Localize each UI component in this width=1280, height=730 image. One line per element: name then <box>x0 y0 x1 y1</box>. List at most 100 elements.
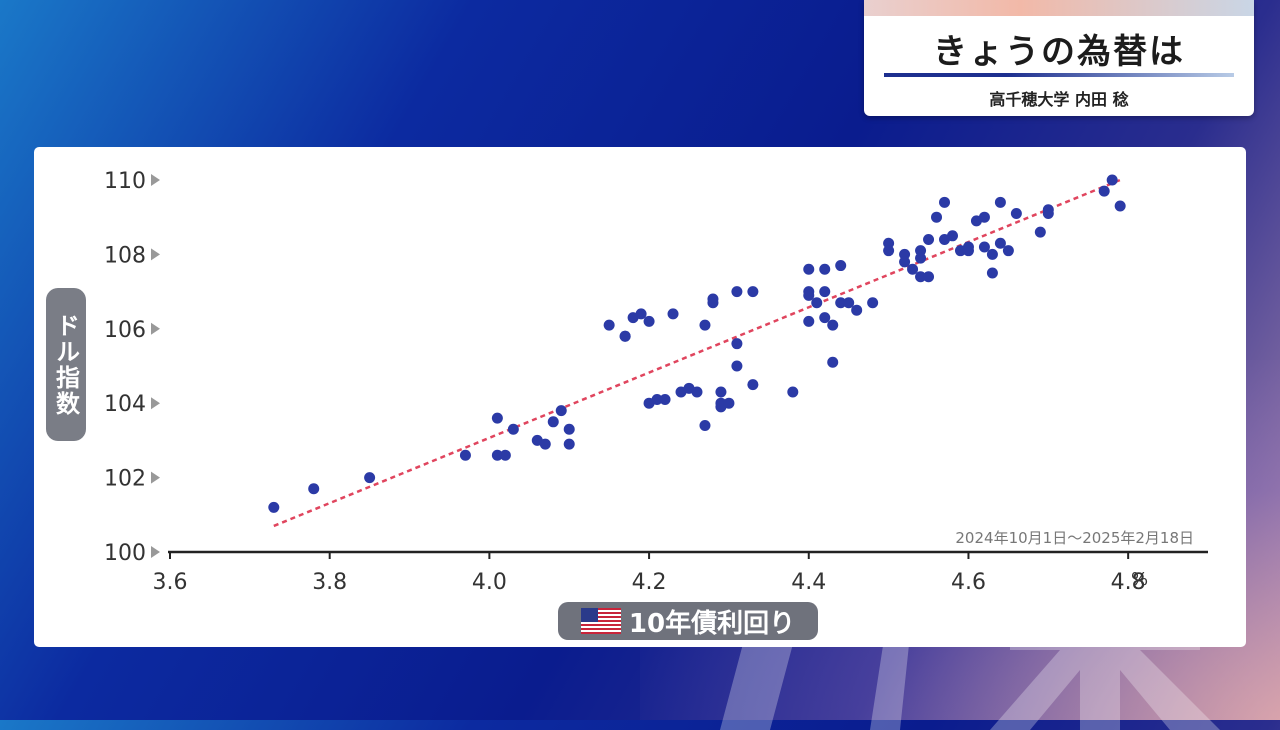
y-tick-label: 104 <box>104 392 146 417</box>
data-point <box>459 449 471 461</box>
y-tick-label: 102 <box>104 467 146 492</box>
data-point <box>851 304 863 316</box>
y-tick-label: 106 <box>104 318 146 343</box>
title-underline <box>884 73 1234 77</box>
data-point <box>978 241 990 253</box>
data-point <box>731 338 743 350</box>
data-point <box>491 412 503 424</box>
y-tick-marker <box>151 248 160 261</box>
y-tick-label: 108 <box>104 243 146 268</box>
data-point <box>819 312 831 324</box>
data-point <box>731 286 743 298</box>
data-point <box>803 263 815 275</box>
segment-title: きょうの為替は <box>933 32 1185 72</box>
data-point <box>1042 207 1054 219</box>
data-point <box>1106 174 1118 186</box>
data-point <box>939 196 951 208</box>
data-points <box>268 174 1126 513</box>
y-tick-marker <box>151 546 160 558</box>
period-note: 2024年10月1日〜2025年2月18日 <box>955 529 1194 547</box>
title-card-strip <box>864 0 1254 16</box>
data-point <box>1010 207 1022 219</box>
data-point <box>843 297 855 309</box>
x-axis-label-badge: 10年債利回り <box>558 602 818 640</box>
data-point <box>707 297 719 309</box>
x-tick-label: 4.0 <box>472 570 507 595</box>
data-point <box>555 405 567 417</box>
data-point <box>539 438 551 450</box>
data-point <box>1034 226 1046 238</box>
data-point <box>867 297 879 309</box>
x-axis-unit: % <box>1131 569 1149 590</box>
data-point <box>994 196 1006 208</box>
data-point <box>268 501 280 513</box>
y-tick-marker <box>151 397 160 410</box>
data-point <box>946 230 958 242</box>
title-card: きょうの為替は 高千穂大学 内田 稔 <box>864 0 1254 116</box>
data-point <box>667 308 679 320</box>
x-tick-label: 4.6 <box>951 570 986 595</box>
data-point <box>899 256 911 268</box>
data-point <box>699 319 711 331</box>
data-point <box>915 252 927 264</box>
x-tick-label: 3.6 <box>153 570 188 595</box>
data-point <box>978 211 990 223</box>
data-point <box>491 449 503 461</box>
scatter-chart: 100 102 104 106 108 110 3.6 3.8 4.0 4.2 4.4 4.6 4.8 <box>104 169 1208 595</box>
data-point <box>835 297 847 309</box>
data-point <box>986 267 998 279</box>
data-point <box>563 423 575 435</box>
x-axis-label: 10年債利回り <box>628 608 796 639</box>
x-axis-ticks: 3.6 3.8 4.0 4.2 4.4 4.6 4.8 <box>153 552 1146 595</box>
presenter-name: 高千穂大学 内田 稔 <box>989 90 1129 109</box>
y-tick-marker <box>151 322 160 335</box>
data-point <box>547 416 559 428</box>
data-point <box>507 423 519 435</box>
data-point <box>635 308 647 320</box>
data-point <box>747 286 759 298</box>
y-axis-ticks: 100 102 104 106 108 110 <box>104 169 160 566</box>
us-flag-icon <box>580 608 621 634</box>
data-point <box>835 260 847 272</box>
data-point <box>915 271 927 283</box>
data-point <box>827 319 839 331</box>
data-point <box>1114 200 1126 212</box>
data-point <box>747 379 759 391</box>
y-tick-label: 100 <box>104 541 146 566</box>
data-point <box>715 386 727 398</box>
data-point <box>923 271 935 283</box>
data-point <box>994 237 1006 249</box>
data-point <box>364 472 376 484</box>
x-tick-label: 4.2 <box>632 570 667 595</box>
y-tick-marker <box>151 174 160 186</box>
data-point <box>563 438 575 450</box>
data-point <box>907 263 919 275</box>
data-point <box>1002 245 1014 257</box>
y-tick-label: 110 <box>104 169 146 194</box>
x-tick-label: 3.8 <box>312 570 347 595</box>
y-tick-marker <box>151 471 160 484</box>
data-point <box>811 297 823 309</box>
data-point <box>643 315 655 327</box>
data-point <box>603 319 615 331</box>
data-point <box>659 393 671 405</box>
data-point <box>619 330 631 342</box>
data-point <box>803 315 815 327</box>
data-point <box>723 397 735 409</box>
x-tick-label: 4.8 <box>1111 570 1146 595</box>
data-point <box>923 234 935 246</box>
trend-line <box>273 178 1121 528</box>
data-point <box>499 449 511 461</box>
data-point <box>651 393 663 405</box>
data-point <box>819 263 831 275</box>
data-point <box>308 483 320 495</box>
data-point <box>691 386 703 398</box>
data-point <box>699 420 711 432</box>
data-point <box>931 211 943 223</box>
data-point <box>986 248 998 260</box>
data-point <box>731 360 743 372</box>
data-point <box>803 289 815 301</box>
x-tick-label: 4.4 <box>791 570 826 595</box>
data-point <box>962 245 974 257</box>
y-axis-label: ドル指数 <box>46 288 86 441</box>
